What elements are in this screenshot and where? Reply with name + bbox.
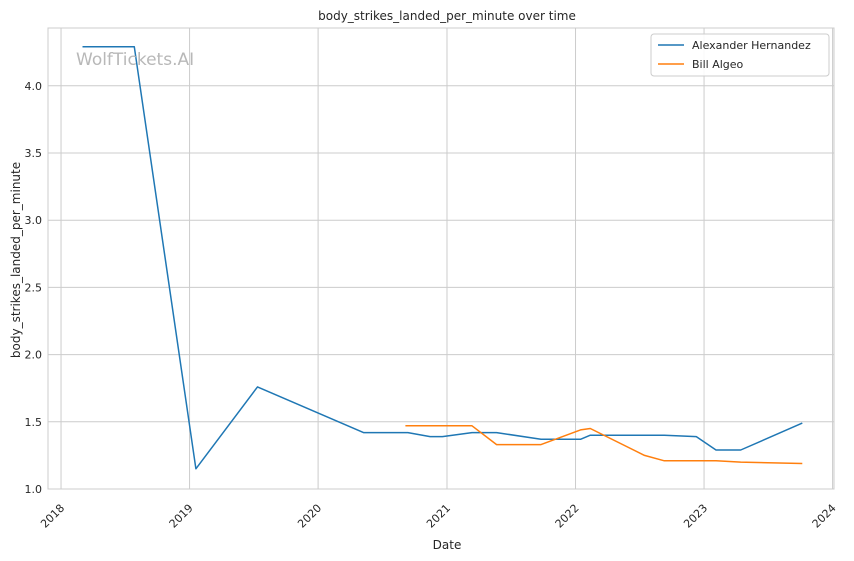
chart-title: body_strikes_landed_per_minute over time (318, 9, 576, 23)
data-point-alexander-hernandez (429, 436, 431, 438)
data-point-alexander-hernandez (257, 386, 259, 388)
legend-box (650, 33, 830, 77)
data-point-alexander-hernandez (540, 439, 542, 441)
y-tick-label: 2.0 (25, 349, 43, 362)
legend-label-bill-algeo: Bill Algeo (692, 58, 744, 71)
data-point-bill-algeo (471, 425, 473, 427)
data-point-alexander-hernandez (740, 449, 742, 451)
data-point-alexander-hernandez (134, 46, 136, 48)
watermark: WolfTickets.AI (76, 50, 194, 70)
plot-area (47, 27, 835, 490)
y-axis-title: body_strikes_landed_per_minute (9, 162, 23, 358)
data-point-alexander-hernandez (802, 422, 804, 424)
data-point-bill-algeo (644, 455, 646, 457)
data-point-bill-algeo (405, 425, 407, 427)
data-point-bill-algeo (496, 444, 498, 446)
data-point-alexander-hernandez (82, 46, 84, 48)
data-point-alexander-hernandez (696, 436, 698, 438)
series-lines (82, 46, 803, 470)
legend: Alexander Hernandez Bill Algeo (650, 33, 830, 77)
x-axis-title: Date (433, 538, 462, 552)
data-point-bill-algeo (540, 444, 542, 446)
data-point-alexander-hernandez (580, 439, 582, 441)
y-tick-label: 3.0 (25, 214, 43, 227)
data-point-bill-algeo (664, 460, 666, 462)
data-point-bill-algeo (715, 460, 717, 462)
data-point-alexander-hernandez (715, 449, 717, 451)
data-point-alexander-hernandez (363, 432, 365, 434)
data-point-bill-algeo (802, 463, 804, 465)
y-tick-label: 3.5 (25, 147, 43, 160)
data-point-alexander-hernandez (590, 434, 592, 436)
y-tick-label: 1.0 (25, 483, 43, 496)
data-point-alexander-hernandez (471, 432, 473, 434)
y-tick-label: 1.5 (25, 416, 43, 429)
data-point-alexander-hernandez (195, 468, 197, 470)
series-line-bill-algeo (405, 425, 803, 465)
data-point-alexander-hernandez (496, 432, 498, 434)
data-point-alexander-hernandez (442, 436, 444, 438)
y-tick-label: 2.5 (25, 281, 43, 294)
legend-label-alexander-hernandez: Alexander Hernandez (692, 39, 811, 52)
series-line-alexander-hernandez (82, 46, 803, 470)
data-point-alexander-hernandez (407, 432, 409, 434)
data-point-bill-algeo (740, 461, 742, 463)
data-point-alexander-hernandez (664, 434, 666, 436)
y-tick-label: 4.0 (25, 80, 43, 93)
data-point-bill-algeo (580, 429, 582, 431)
data-point-bill-algeo (590, 428, 592, 430)
